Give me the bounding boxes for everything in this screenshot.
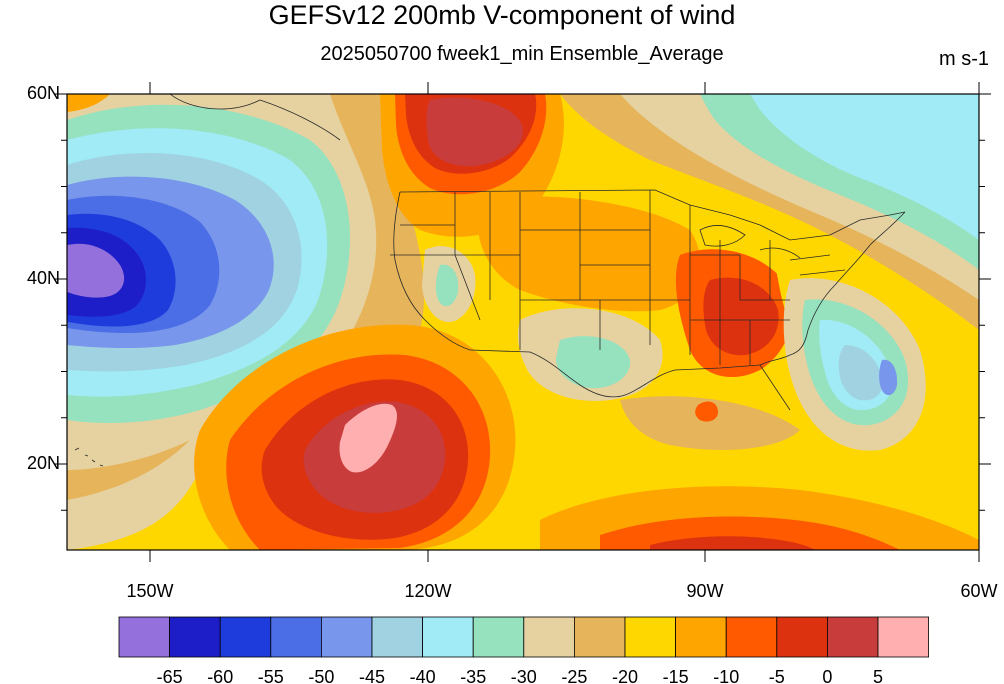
- colorbar-level-label: -10: [713, 667, 739, 684]
- units-label: m s-1: [939, 48, 989, 70]
- colorbar-swatch: [118, 616, 170, 658]
- colorbar-swatch: [877, 616, 929, 658]
- colorbar-swatch: [523, 616, 575, 658]
- map-title: GEFSv12 200mb V-component of wind: [268, 0, 736, 30]
- colorbar-level-label: -45: [359, 667, 385, 684]
- lon-label-150w: 150W: [126, 581, 173, 601]
- colorbar-swatch: [371, 616, 423, 658]
- colorbar-swatch: [574, 616, 626, 658]
- colorbar-swatch: [675, 616, 727, 658]
- colorbar-swatch: [270, 616, 322, 658]
- colorbar-level-label: -35: [460, 667, 486, 684]
- map-subtitle: 2025050700 fweek1_min Ensemble_Average: [320, 43, 724, 65]
- colorbar-swatch: [472, 616, 525, 658]
- lon-label-90w: 90W: [686, 581, 723, 601]
- colorbar-level-label: -30: [511, 667, 537, 684]
- plot-frame: [66, 93, 980, 551]
- colorbar-swatch: [624, 616, 676, 658]
- colorbar-swatch: [169, 616, 221, 658]
- colorbar-level-label: 5: [873, 667, 883, 684]
- colorbar-level-label: -15: [663, 667, 689, 684]
- colorbar-level-label: 0: [822, 667, 832, 684]
- colorbar-swatch: [725, 616, 778, 658]
- colorbar-swatch: [219, 616, 272, 658]
- colorbar-level-label: -40: [410, 667, 436, 684]
- colorbar-level-label: -65: [157, 667, 183, 684]
- colorbar-level-label: -25: [561, 667, 587, 684]
- lon-label-120w: 120W: [404, 581, 451, 601]
- colorbar-swatch: [320, 616, 373, 658]
- lon-label-60w: 60W: [960, 581, 997, 601]
- lat-label-40n: 40N: [27, 268, 60, 288]
- colorbar-level-label: -20: [612, 667, 638, 684]
- colorbar-labels: -65 -60 -55 -50 -45 -40 -35 -30 -25 -20 -15 -10 -5 0 5: [157, 667, 883, 684]
- colorbar-level-label: -60: [207, 667, 233, 684]
- axis-ticks: [55, 82, 991, 562]
- colorbar-swatch: [776, 616, 828, 658]
- colorbar: [118, 616, 929, 658]
- colorbar-level-label: -50: [308, 667, 334, 684]
- colorbar-swatch: [422, 616, 474, 658]
- colorbar-swatch: [827, 616, 879, 658]
- lat-label-60n: 60N: [27, 83, 60, 103]
- lat-label-20n: 20N: [27, 453, 60, 473]
- colorbar-level-label: -5: [769, 667, 785, 684]
- colorbar-level-label: -55: [258, 667, 284, 684]
- boundaries: [74, 94, 906, 467]
- filled-contours: [67, 94, 979, 550]
